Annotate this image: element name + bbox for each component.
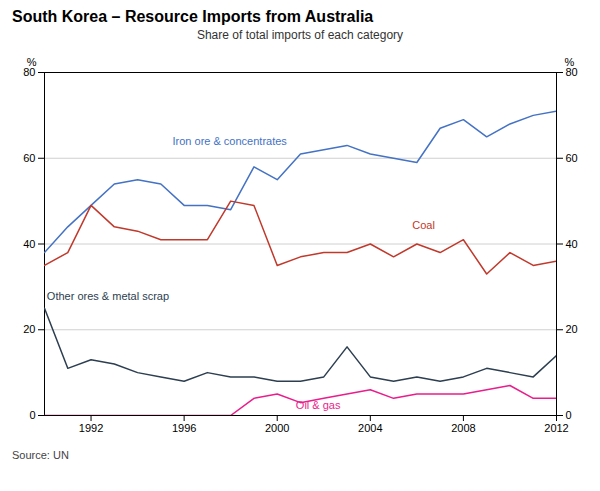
svg-text:1992: 1992 bbox=[79, 422, 103, 434]
svg-text:Oil & gas: Oil & gas bbox=[296, 399, 341, 411]
html-text:South Korea – Resource Imports: South Korea – Resource Imports from Aust… bbox=[12, 8, 374, 25]
svg-text:1996: 1996 bbox=[172, 422, 196, 434]
svg-text:2012: 2012 bbox=[544, 422, 568, 434]
svg-text:Iron ore & concentrates: Iron ore & concentrates bbox=[173, 135, 288, 147]
svg-text:80: 80 bbox=[23, 66, 36, 78]
svg-text:80: 80 bbox=[565, 66, 578, 78]
svg-text:2008: 2008 bbox=[451, 422, 475, 434]
html-text:Source: UN: Source: UN bbox=[12, 449, 69, 461]
svg-text:0: 0 bbox=[566, 409, 572, 421]
svg-text:60: 60 bbox=[23, 152, 35, 164]
svg-text:%: % bbox=[565, 56, 575, 68]
svg-text:20: 20 bbox=[566, 323, 578, 335]
html-text:Share of total imports of each: Share of total imports of each category bbox=[196, 28, 403, 42]
svg-text:0: 0 bbox=[29, 409, 35, 421]
svg-text:2004: 2004 bbox=[358, 422, 382, 434]
svg-text:60: 60 bbox=[566, 152, 578, 164]
svg-text:40: 40 bbox=[566, 238, 578, 250]
svg-text:Other ores & metal scrap: Other ores & metal scrap bbox=[47, 290, 169, 302]
svg-text:40: 40 bbox=[23, 238, 35, 250]
svg-text:2000: 2000 bbox=[265, 422, 289, 434]
svg-text:%: % bbox=[27, 56, 37, 68]
svg-text:Coal: Coal bbox=[412, 219, 435, 231]
svg-text:20: 20 bbox=[23, 323, 35, 335]
